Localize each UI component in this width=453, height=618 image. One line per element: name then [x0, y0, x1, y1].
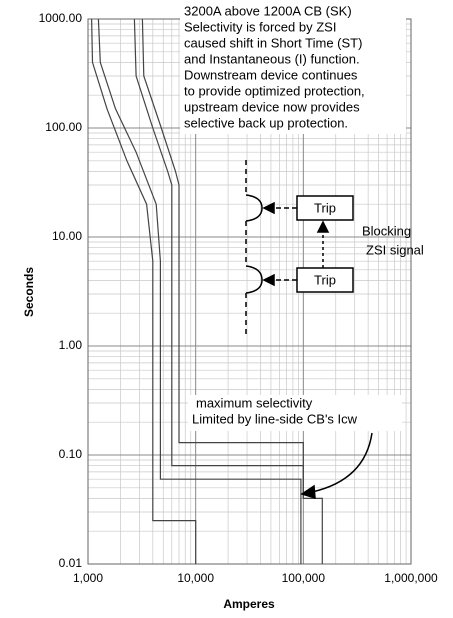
x-tick-label: 1,000,000 [384, 571, 438, 585]
y-tick-label: 1000.00 [39, 11, 83, 25]
note-line: and Instantaneous (I) function. [184, 51, 360, 66]
x-tick-label: 10,000 [177, 571, 214, 585]
curves [91, 18, 323, 564]
trip-label: Trip [314, 200, 336, 215]
y-axis-label: Seconds [22, 267, 36, 317]
curve [91, 18, 197, 564]
note-line: selective back up protection. [184, 115, 348, 130]
curve [141, 18, 304, 499]
x-tick-label: 1,000 [73, 571, 103, 585]
curve [133, 18, 323, 564]
y-tick-label: 1.00 [59, 338, 83, 352]
note-box [180, 2, 406, 134]
note-line: upstream device now provides [184, 99, 360, 114]
x-axis-label: Amperes [223, 597, 275, 611]
zsi-label: Blocking [362, 223, 411, 238]
selectivity-box [188, 395, 402, 431]
note-line: to provide optimized protection, [184, 83, 365, 98]
zsi-label: ZSI signal [366, 242, 424, 257]
selectivity-label: Limited by line-side CB's Icw [192, 411, 358, 426]
note-line: 3200A above 1200A CB (SK) [184, 3, 352, 18]
x-tick-label: 100,000 [282, 571, 326, 585]
y-tick-label: 0.10 [59, 447, 83, 461]
note-line: Downstream device continues [184, 67, 358, 82]
zsi-diagram [245, 160, 373, 500]
curve [97, 18, 302, 564]
y-tick-label: 0.01 [59, 556, 83, 570]
note-line: Selectivity is forced by ZSI [184, 19, 336, 34]
trip-label: Trip [314, 272, 336, 287]
note-line: caused shift in Short Time (ST) [184, 35, 362, 50]
y-tick-label: 10.00 [52, 229, 82, 243]
y-tick-label: 100.00 [45, 120, 82, 134]
selectivity-label: maximum selectivity [196, 395, 313, 410]
annotations: 3200A above 1200A CB (SK)Selectivity is … [184, 3, 424, 426]
